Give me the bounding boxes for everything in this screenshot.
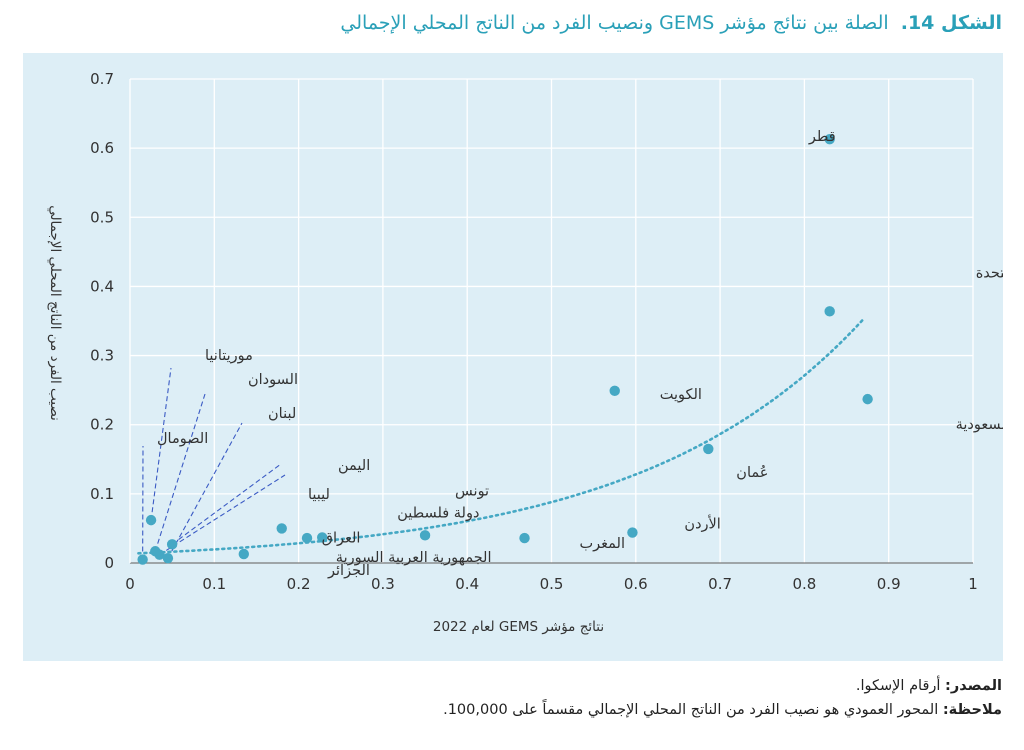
data-point [419, 530, 431, 541]
data-label: المملكة العربية السعودية [956, 417, 1003, 433]
data-label: لبنان [268, 406, 296, 422]
data-label: الإمارات العربية المتحدة [976, 265, 1003, 281]
data-label: الجمهورية العربية السورية [336, 550, 492, 566]
x-tick-label: 0 [125, 575, 135, 593]
data-label: موريتانيا [205, 348, 253, 364]
data-point [238, 548, 250, 560]
figure-title: الشكل 14. الصلة بين نتائج مؤشر GEMS ونصيب… [20, 12, 1002, 34]
y-tick-label: 0.2 [90, 416, 114, 434]
scatter-chart: 0 0.1 0.2 0.3 0.4 0.5 0.6 0.7 0.8 0.9 1 0 0.1 0.2 0.3 0… [47, 70, 1003, 635]
data-point [162, 552, 174, 564]
leader-line [171, 463, 282, 545]
data-label: اليمن [338, 458, 370, 474]
data-label: قطر [808, 129, 836, 145]
y-tick-label: 0.3 [90, 347, 114, 365]
note-label: ملاحظة: [942, 702, 1002, 718]
leader-line [150, 367, 172, 521]
y-tick-label: 0.1 [90, 485, 114, 503]
data-label: الأردن [684, 515, 720, 533]
chart-panel: 0 0.1 0.2 0.3 0.4 0.5 0.6 0.7 0.8 0.9 1 0 0.1 0.2 0.3 0… [23, 53, 1003, 661]
data-point [627, 527, 638, 538]
data-label: الجزائر [327, 563, 370, 579]
y-tick-label: 0.7 [90, 70, 114, 88]
data-label: الصومال [157, 431, 208, 447]
data-point [145, 514, 157, 526]
y-tick-label: 0 [104, 554, 114, 572]
leader-line [159, 474, 286, 556]
data-point [862, 393, 873, 405]
data-label: المغرب [580, 536, 625, 552]
data-label: العراق [322, 530, 361, 546]
y-tick-label: 0.6 [90, 139, 114, 157]
figure-notes: المصدر: أرقام الإسكوا. ملاحظة: المحور ال… [20, 674, 1002, 722]
x-tick-label: 0.6 [624, 575, 648, 593]
source-line: المصدر: أرقام الإسكوا. [20, 674, 1002, 698]
x-tick-label: 0.3 [371, 575, 395, 593]
x-tick-label: 0.7 [708, 575, 732, 593]
data-point [824, 133, 835, 145]
data-point [166, 539, 178, 550]
data-label: تونس [455, 483, 489, 499]
note-text: المحور العمودي هو نصيب الفرد من الناتج ا… [443, 702, 939, 718]
x-tick-label: 1 [968, 575, 978, 593]
leader-line [167, 422, 243, 559]
data-point [276, 523, 287, 534]
data-label: الكويت [660, 387, 702, 403]
data-label: السودان [248, 372, 298, 388]
data-point [519, 532, 530, 544]
data-point [824, 306, 835, 317]
trend-line [137, 317, 865, 555]
x-tick-label: 0.1 [202, 575, 226, 593]
data-label: عُمان [736, 465, 768, 481]
source-text: أرقام الإسكوا. [855, 678, 941, 694]
leader-line [154, 393, 206, 552]
data-point [317, 532, 328, 543]
data-point [150, 546, 161, 557]
x-tick-label: 0.5 [540, 575, 564, 593]
source-label: المصدر: [945, 678, 1002, 694]
data-label: ليبيا [308, 487, 330, 503]
figure-number: الشكل 14. [900, 12, 1002, 34]
y-tick-label: 0.5 [90, 208, 114, 226]
figure-title-text: الصلة بين نتائج مؤشر GEMS ونصيب الفرد من… [340, 12, 889, 34]
data-point [703, 443, 714, 455]
y-axis-title: نصيب الفرد من الناتج المحلي الإجمالي [47, 205, 63, 421]
data-point [609, 385, 620, 397]
data-point [137, 554, 148, 565]
x-tick-label: 0.9 [877, 575, 901, 593]
data-point [301, 532, 313, 544]
y-tick-label: 0.4 [90, 277, 114, 295]
x-axis-title: نتائج مؤشر GEMS لعام 2022 [433, 619, 604, 635]
x-tick-label: 0.8 [792, 575, 816, 593]
data-label: دولة فلسطين [397, 505, 479, 521]
x-tick-label: 0.2 [287, 575, 311, 593]
x-tick-label: 0.4 [455, 575, 479, 593]
note-line: ملاحظة: المحور العمودي هو نصيب الفرد من … [20, 698, 1002, 722]
